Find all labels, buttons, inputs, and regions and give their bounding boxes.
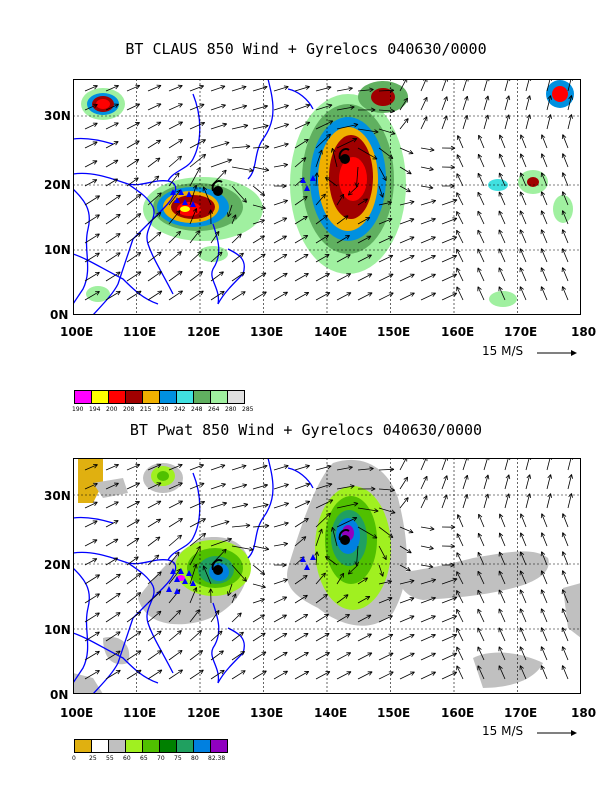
- x-tick-label: 160E: [441, 706, 475, 720]
- scale-label: 15 M/S: [482, 724, 524, 738]
- colorbar-label: 215: [140, 406, 152, 413]
- scale-arrow-icon: [537, 730, 577, 736]
- y-tick-label: 0N: [50, 688, 69, 702]
- colorbar-label: 200: [106, 406, 118, 413]
- x-tick-label: 110E: [123, 325, 157, 339]
- panel2-map: [73, 458, 581, 694]
- y-tick-label: 10N: [44, 243, 71, 257]
- x-tick-label: 170E: [504, 325, 538, 339]
- panel2-title: BT Pwat 850 Wind + Gyrelocs 040630/0000: [129, 421, 483, 439]
- colorbar-swatch: [91, 739, 109, 753]
- grid-lines: [73, 79, 581, 315]
- wind-vectors: [84, 79, 574, 301]
- colorbar-swatch: [74, 390, 92, 404]
- panel1-colorbar: [74, 390, 245, 404]
- y-tick-label: 30N: [44, 109, 71, 123]
- colorbar-swatch: [108, 390, 126, 404]
- colorbar-swatch: [142, 390, 160, 404]
- scale-label: 15 M/S: [482, 344, 524, 358]
- colorbar-swatch: [159, 739, 177, 753]
- panel1-scale: 15 M/S: [482, 344, 582, 360]
- x-tick-label: 100E: [60, 706, 94, 720]
- x-tick-label: 170E: [504, 706, 538, 720]
- colorbar-label: 285: [242, 406, 254, 413]
- colorbar-swatch: [227, 390, 245, 404]
- x-tick-label: 140E: [314, 325, 348, 339]
- y-tick-label: 20N: [44, 558, 71, 572]
- colorbar-label: 25: [89, 755, 97, 762]
- colorbar-label: 60: [123, 755, 131, 762]
- colorbar-label: 280: [225, 406, 237, 413]
- gyre-markers: [166, 554, 316, 594]
- colorbar-label: 190: [72, 406, 84, 413]
- scale-arrow-icon: [537, 350, 577, 356]
- colorbar-label: 208: [123, 406, 135, 413]
- colorbar-label: 70: [157, 755, 165, 762]
- y-tick-label: 30N: [44, 489, 71, 503]
- storm-symbol: [211, 148, 350, 196]
- colorbar-swatch: [176, 390, 194, 404]
- coastline: [73, 458, 314, 694]
- colorbar-swatch: [125, 390, 143, 404]
- colorbar-swatch: [193, 390, 211, 404]
- colorbar-label: 55: [106, 755, 114, 762]
- y-tick-label: 0N: [50, 308, 69, 322]
- coastline: [73, 79, 314, 315]
- x-tick-label: 120E: [187, 325, 221, 339]
- x-tick-label: 180: [571, 325, 597, 339]
- colorbar-label: 194: [89, 406, 101, 413]
- colorbar-label: 230: [157, 406, 169, 413]
- colorbar-label: 65: [140, 755, 148, 762]
- panel2-colorbar: [74, 739, 228, 753]
- x-tick-label: 130E: [250, 706, 284, 720]
- x-tick-label: 150E: [377, 325, 411, 339]
- panel1-title: BT CLAUS 850 Wind + Gyrelocs 040630/0000: [125, 40, 487, 58]
- colorbar-swatch: [74, 739, 92, 753]
- colorbar-swatch: [210, 390, 228, 404]
- x-tick-label: 140E: [314, 706, 348, 720]
- colorbar-label: 80: [191, 755, 199, 762]
- x-tick-label: 110E: [123, 706, 157, 720]
- colorbar-swatch: [125, 739, 143, 753]
- colorbar-swatch: [159, 390, 177, 404]
- colorbar-swatch: [193, 739, 211, 753]
- colorbar-label: 82.38: [208, 755, 226, 762]
- panel2-scale: 15 M/S: [482, 724, 582, 740]
- x-tick-label: 130E: [250, 325, 284, 339]
- x-tick-label: 160E: [441, 325, 475, 339]
- x-tick-label: 120E: [187, 706, 221, 720]
- wind-vectors: [84, 458, 574, 680]
- x-tick-label: 180: [571, 706, 597, 720]
- colorbar-swatch: [210, 739, 228, 753]
- colorbar-swatch: [91, 390, 109, 404]
- storm-symbol: [211, 529, 350, 575]
- x-tick-label: 100E: [60, 325, 94, 339]
- y-tick-label: 20N: [44, 178, 71, 192]
- colorbar-swatch: [142, 739, 160, 753]
- colorbar-label: 0: [72, 755, 76, 762]
- panel1-map: [73, 79, 581, 315]
- x-tick-label: 150E: [377, 706, 411, 720]
- colorbar-label: 75: [174, 755, 182, 762]
- y-tick-label: 10N: [44, 623, 71, 637]
- colorbar-label: 242: [174, 406, 186, 413]
- colorbar-label: 264: [208, 406, 220, 413]
- gyre-markers: [170, 175, 316, 207]
- colorbar-label: 248: [191, 406, 203, 413]
- grid-lines: [73, 458, 581, 694]
- colorbar-swatch: [108, 739, 126, 753]
- colorbar-swatch: [176, 739, 194, 753]
